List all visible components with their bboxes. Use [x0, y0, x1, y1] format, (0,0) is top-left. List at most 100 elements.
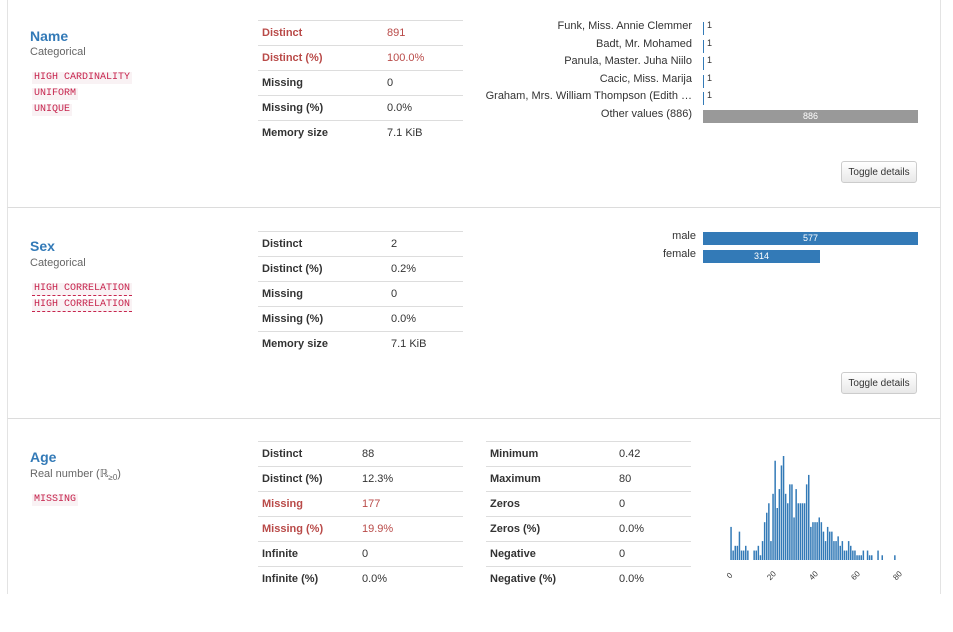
stat-key: Memory size: [258, 331, 387, 356]
type-text: Real number (ℝ: [30, 468, 109, 480]
histogram-bar: [866, 550, 869, 560]
histogram-bar: [860, 555, 862, 560]
histogram-bar: [770, 541, 772, 560]
freq-label: Other values (886): [600, 107, 692, 120]
stat-key: Distinct (%): [258, 256, 387, 282]
stat-value: 0: [383, 70, 463, 96]
histogram-bar: [826, 526, 829, 560]
stat-key: Infinite: [258, 541, 358, 567]
stat-value: 891: [383, 20, 463, 46]
stat-key: Missing: [258, 281, 387, 307]
stat-row: Distinct (%) 12.3%: [258, 466, 463, 492]
stat-value: 0.0%: [615, 566, 691, 591]
stat-value: 0: [615, 541, 691, 567]
stat-key: Missing: [258, 491, 358, 517]
variable-title[interactable]: Name: [30, 28, 69, 44]
histogram-bar: [850, 545, 852, 560]
histogram-bar: [738, 531, 741, 560]
freq-row: Panula, Master. Juha Niilo 1: [478, 55, 918, 73]
histogram-bar: [776, 508, 778, 560]
stats-table: Distinct 891 Distinct (%) 100.0% Missing 0 …: [258, 20, 463, 145]
variable-type: Categorical: [30, 257, 86, 269]
stat-row: Distinct (%) 0.2%: [258, 256, 463, 282]
histogram-bar: [761, 541, 764, 560]
stat-row: Missing (%) 19.9%: [258, 516, 463, 542]
variable-title[interactable]: Sex: [30, 238, 55, 254]
stat-row: Zeros 0: [486, 491, 691, 517]
stat-value: 0.2%: [387, 256, 463, 282]
freq-count: 1: [707, 55, 713, 65]
stat-value: 0: [615, 491, 691, 517]
histogram-bar: [801, 503, 804, 560]
histogram-bar: [824, 541, 827, 560]
stat-row: Infinite (%) 0.0%: [258, 566, 463, 591]
histogram-bar: [782, 456, 785, 560]
histogram-bar: [831, 531, 833, 560]
histogram-bar: [797, 503, 799, 560]
badge-high-correlation[interactable]: HIGH CORRELATION: [32, 283, 133, 296]
freq-count: 577: [802, 233, 819, 243]
badge-high-cardinality: HIGH CARDINALITY: [32, 72, 133, 84]
stat-key: Missing: [258, 70, 383, 96]
stat-value: 12.3%: [358, 466, 463, 492]
type-text-end: ): [117, 468, 121, 480]
freq-row: Cacic, Miss. Marija 1: [478, 73, 918, 91]
freq-count: 886: [802, 110, 819, 121]
histogram-bar: [795, 489, 797, 560]
stat-key: Minimum: [486, 441, 615, 467]
histogram-bar: [803, 503, 806, 560]
histogram-bar: [789, 484, 791, 560]
histogram-bar: [791, 484, 793, 560]
stat-value: 0.0%: [383, 95, 463, 121]
freq-row: female 314: [478, 248, 918, 266]
freq-row: Other values (886) 886: [478, 108, 918, 126]
stat-row: Memory size 7.1 KiB: [258, 120, 463, 145]
stat-value: 0.0%: [387, 306, 463, 332]
freq-label: Graham, Mrs. William Thompson (Edith …: [485, 90, 692, 102]
histogram-bar: [799, 503, 802, 560]
histogram-bar: [753, 550, 755, 560]
badge-high-correlation[interactable]: HIGH CORRELATION: [32, 299, 133, 312]
histogram-bar: [736, 545, 739, 560]
histogram-bar: [820, 522, 823, 560]
stat-row: Missing (%) 0.0%: [258, 306, 463, 332]
variable-type: Categorical: [30, 46, 86, 58]
histogram-bar: [894, 555, 896, 560]
stat-row: Missing 0: [258, 70, 463, 96]
histogram-bar: [881, 555, 883, 560]
histogram-bar: [845, 550, 848, 560]
variable-card-name: Name Categorical HIGH CARDINALITY UNIFOR…: [7, 0, 941, 208]
histogram-bar: [745, 545, 747, 560]
freq-row: Badt, Mr. Mohamed 1: [478, 38, 918, 56]
freq-row: male 577: [478, 230, 918, 248]
stat-key: Negative: [486, 541, 615, 567]
age-histogram: 0 20 40 60 80: [725, 456, 904, 582]
histogram-bar: [787, 503, 789, 560]
variable-card-sex: Sex Categorical HIGH CORRELATION HIGH CO…: [7, 208, 941, 419]
stat-row: Zeros (%) 0.0%: [486, 516, 691, 542]
freq-label: Cacic, Miss. Marija: [599, 72, 692, 85]
histogram-bar: [747, 550, 749, 560]
stat-value: 0.0%: [615, 516, 691, 542]
histogram-bar: [766, 512, 768, 560]
histogram-bar: [841, 541, 844, 560]
stat-key: Missing (%): [258, 95, 383, 121]
histogram-bar: [858, 555, 860, 560]
toggle-details-button[interactable]: Toggle details: [841, 161, 917, 183]
stat-value: 0.42: [615, 441, 691, 467]
histogram-bar: [730, 526, 732, 560]
variable-title[interactable]: Age: [30, 449, 57, 465]
type-subscript: ≥0: [108, 473, 118, 483]
histogram-bar: [852, 550, 854, 560]
toggle-details-button[interactable]: Toggle details: [841, 372, 917, 394]
stat-row: Maximum 80: [486, 466, 691, 492]
stat-value: 7.1 KiB: [383, 120, 463, 145]
stat-key: Distinct (%): [258, 45, 383, 71]
histogram-bar: [734, 545, 736, 560]
stat-value: 100.0%: [383, 45, 463, 71]
histogram-bar: [833, 541, 835, 560]
stat-value: 7.1 KiB: [387, 331, 463, 356]
histogram-bar: [793, 517, 795, 560]
histogram-bar: [780, 465, 783, 560]
